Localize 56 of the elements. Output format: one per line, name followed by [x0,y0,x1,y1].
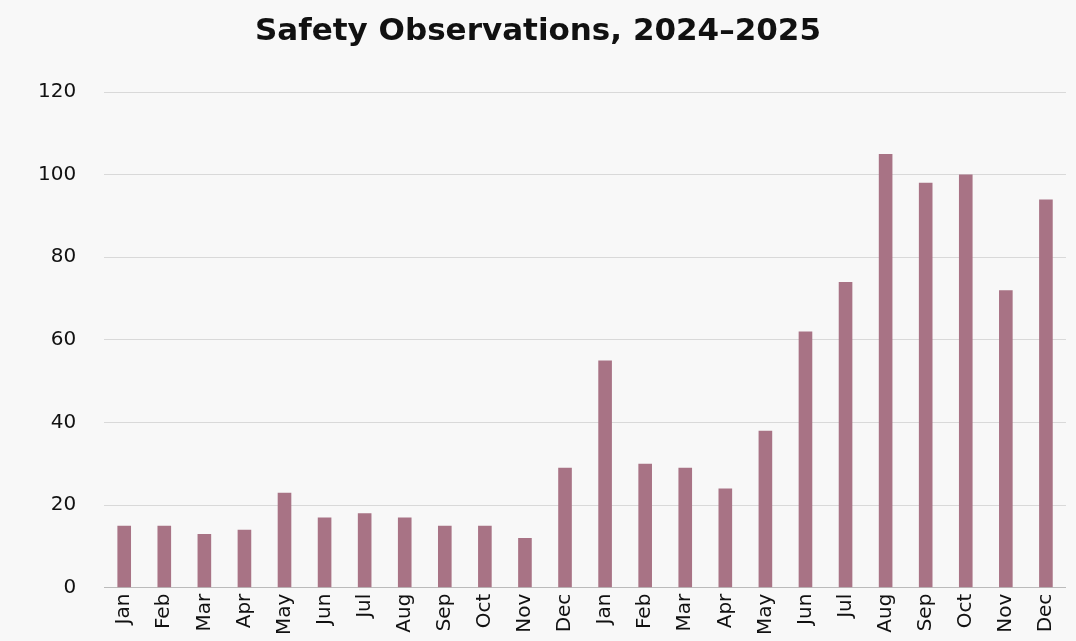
x-tick-label: Feb [150,593,175,630]
x-tick-label: Dec [551,593,576,633]
bar [357,513,372,588]
bar [157,525,172,588]
x-tick-label: Aug [390,593,415,633]
x-tick-label: Aug [871,593,896,633]
x-tick-label: Oct [471,593,496,629]
bar [798,331,813,588]
x-tick-label: Sep [911,593,936,632]
x-tick-label: Jun [791,593,816,627]
x-tick-label: Oct [951,593,976,629]
x-tick-label: Jul [831,593,856,620]
x-tick-label: Jan [591,593,616,627]
bar [758,430,773,588]
y-tick-label: 20 [50,491,77,516]
x-tick-label: Apr [230,592,255,629]
x-tick-label: Apr [711,592,736,629]
y-tick-label: 40 [50,408,77,433]
bar [317,517,332,588]
x-tick-label: Nov [511,593,536,633]
x-tick-label: Sep [431,593,456,632]
bar [478,525,492,588]
x-tick-label: Mar [671,592,696,632]
y-tick-label: 100 [37,160,77,185]
bar [558,467,572,588]
y-tick-label: 80 [50,243,77,268]
x-tick-label: May [270,593,295,636]
bar [277,492,292,588]
bar [999,290,1013,588]
x-tick-label: Jun [310,593,335,627]
bar [878,153,893,588]
y-tick-label: 60 [50,326,77,351]
bar [838,282,853,588]
bar [718,488,733,588]
x-tick-label: May [751,593,776,636]
bar [237,529,252,588]
bar [518,538,532,588]
bar [678,467,693,588]
bar [397,517,412,588]
x-tick-label: Nov [992,593,1017,633]
x-tick-label: Feb [631,593,656,630]
bar [437,525,452,588]
bar [598,360,612,588]
bar [197,533,212,588]
x-tick-label: Jul [350,593,375,620]
y-tick-label: 120 [37,78,77,103]
x-tick-label: Dec [1032,593,1057,633]
bar [117,525,132,588]
bar [918,182,933,588]
y-tick-label: 0 [63,573,77,598]
x-tick-label: Jan [110,593,135,627]
chart-title: Safety Observations, 2024–2025 [254,10,822,49]
bar [958,174,973,588]
bar [1039,199,1053,588]
x-tick-label: Mar [190,592,215,632]
bar [638,463,652,588]
